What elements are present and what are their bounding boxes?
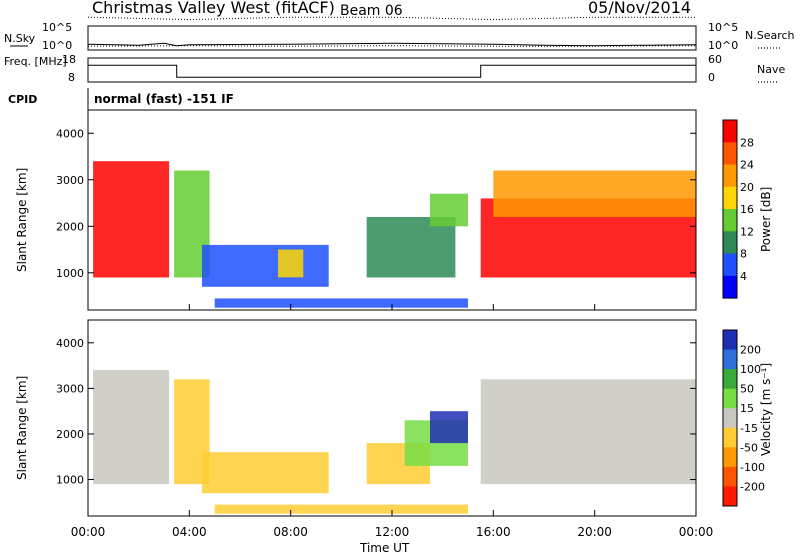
velocity-cbar-tick: -15 [740,422,758,435]
velocity-region-7 [214,504,468,514]
power-ytick-label: 4000 [56,127,84,140]
time-axis-label: Time UT [359,541,410,554]
x-tick-label: 08:00 [273,525,308,539]
velocity-ytick-label: 3000 [56,382,84,395]
velocity-ytick-label: 1000 [56,474,84,487]
power-cbar-swatch [723,253,737,277]
nsearch-ytick-top: 10^5 [708,21,738,34]
power-cbar-swatch [723,120,737,143]
date-label: 05/Nov/2014 [588,0,691,17]
velocity-region-5 [430,411,468,444]
freq-panel-frame [87,57,697,83]
power-cbar-label: Power [dB] [759,187,773,252]
power-cbar-tick: 24 [740,159,754,172]
x-tick-label: 04:00 [172,525,207,539]
power-region-3 [278,249,304,278]
power-cbar-swatch [723,142,737,166]
power-colorbar: 28 24 20 16 12 8 4 [722,119,754,299]
velocity-ytick-label: 4000 [56,337,84,350]
velocity-ytick-label: 2000 [56,428,84,441]
power-region-8 [214,298,468,308]
velocity-cbar-tick: 200 [740,344,761,357]
nsearch-ytick-bottom: 10^0 [708,39,738,52]
freq-series [87,16,696,78]
cpid-label: CPID [8,93,37,106]
x-tick-label: 00:00 [679,525,714,539]
velocity-cbar-swatch [723,427,737,448]
cpid-value: normal (fast) -151 IF [94,92,234,106]
power-ytick-label: 3000 [56,174,84,187]
velocity-cbar-tick: 15 [740,402,754,415]
power-cbar-tick: 28 [740,136,754,149]
velocity-cbar-tick: -50 [740,441,758,454]
station-title: Christmas Valley West (fitACF) [92,0,335,17]
velocity-cbar-swatch [723,369,737,390]
velocity-cbar-tick: 50 [740,383,754,396]
power-cbar-tick: 20 [740,181,754,194]
nave-ytick-top: 60 [708,53,722,66]
nsky-label: N.Sky [4,32,36,45]
velocity-ylabel: Slant Range [km] [15,376,29,480]
velocity-cbar-frame [722,329,738,507]
velocity-cbar-label: Velocity [m s⁻¹] [759,363,773,456]
power-ylabel: Slant Range [km] [15,168,29,272]
power-cbar-tick: 12 [740,225,754,238]
power-cbar-swatch [723,231,737,255]
velocity-cbar-swatch [723,330,737,351]
power-region-4 [366,217,456,278]
nsky-ytick-bottom: 10^0 [42,39,72,52]
series-line-freq [88,64,696,78]
velocity-cbar-tick: 100 [740,363,761,376]
velocity-panel [93,370,696,514]
velocity-cbar-swatch [723,408,737,429]
velocity-region-2 [202,452,329,494]
freq-label: Freq. [MHz] [4,55,67,68]
nsky-series [87,42,697,47]
nsearch-label: N.Search [745,29,795,42]
power-cbar-tick: 8 [740,248,747,261]
power-cbar-swatch [723,186,737,210]
power-cbar-swatch [723,164,737,188]
velocity-cbar-swatch [723,447,737,468]
velocity-cbar-swatch [723,349,737,370]
nave-label: Nave [757,63,785,76]
velocity-region-6 [480,379,696,485]
beam-label: Beam 06 [340,3,403,19]
velocity-cbar-tick: -200 [740,480,765,493]
x-tick-label: 20:00 [577,525,612,539]
nave-ytick-bottom: 0 [708,71,715,84]
velocity-cbar-swatch [723,486,737,507]
power-region-5 [430,193,468,227]
velocity-colorbar: 200 100 50 15 -15 -50 -100 -200 [722,329,765,507]
power-region-2 [202,244,329,287]
x-tick-label: 00:00 [71,525,106,539]
velocity-yticks: 1000 2000 3000 4000 [56,337,696,487]
nsky-panel-frame [87,25,697,51]
power-cbar-tick: 4 [740,270,747,283]
power-ytick-label: 1000 [56,267,84,280]
power-yticks: 1000 2000 3000 4000 [56,127,696,280]
nsky-ytick-top: 10^5 [42,21,72,34]
power-cbar-tick: 16 [740,203,754,216]
x-tick-label: 16:00 [476,525,511,539]
freq-ytick-bottom: 8 [68,71,75,84]
power-panel [93,161,696,308]
velocity-cbar-tick: -100 [740,461,765,474]
power-region-7 [493,170,696,217]
freq-ytick-top: 18 [62,53,76,66]
power-cbar-swatch [723,209,737,232]
power-cbar-swatch [723,275,737,299]
x-tick-label: 12:00 [375,525,410,539]
power-cbar-frame [722,119,738,299]
series-line-nsky [87,42,697,47]
velocity-region-0 [93,370,170,485]
power-ytick-label: 2000 [56,220,84,233]
time-axis: 00:00 04:00 08:00 12:00 16:00 20:00 00:00 [71,304,714,539]
velocity-cbar-swatch [723,466,737,487]
power-region-0 [93,161,170,278]
velocity-cbar-swatch [723,388,737,409]
